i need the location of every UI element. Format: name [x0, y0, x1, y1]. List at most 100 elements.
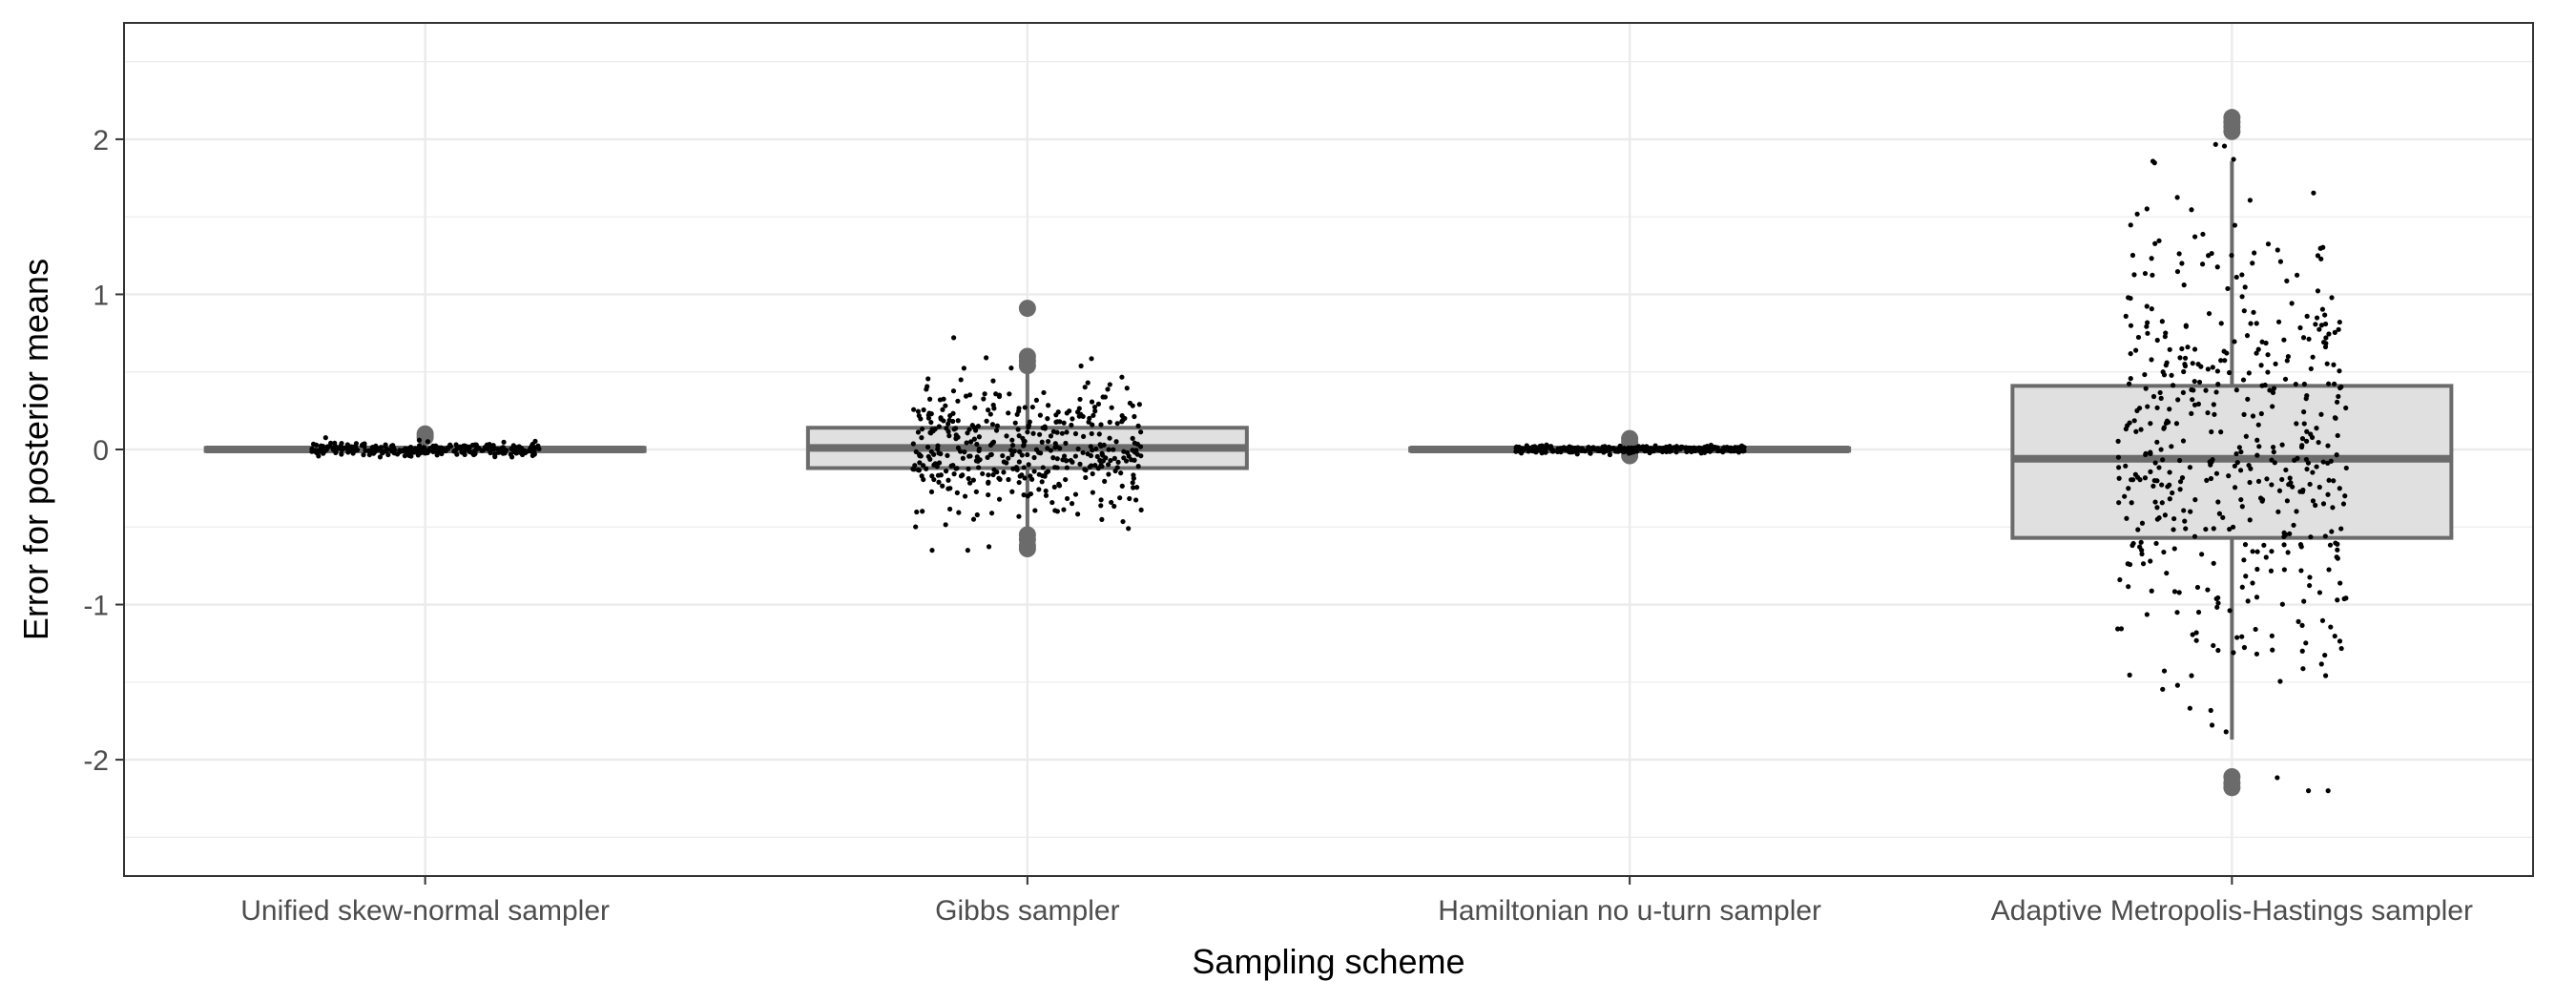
- sample-point: [981, 396, 987, 402]
- sample-point: [1015, 427, 1021, 432]
- sample-point: [348, 444, 354, 449]
- outlier-point: [2223, 122, 2241, 140]
- sample-point: [2253, 626, 2258, 633]
- sample-point: [2242, 284, 2248, 290]
- sample-point: [963, 393, 969, 399]
- sample-point: [986, 472, 991, 478]
- sample-point: [960, 455, 966, 461]
- sample-point: [2222, 358, 2228, 364]
- sample-point: [986, 479, 991, 485]
- sample-point: [2314, 426, 2319, 431]
- sample-point: [2326, 331, 2332, 337]
- sample-point: [2210, 365, 2215, 370]
- sample-point: [2231, 157, 2236, 162]
- sample-point: [1107, 382, 1112, 387]
- sample-point: [1006, 455, 1011, 461]
- sample-point: [982, 391, 987, 397]
- sample-point: [2306, 336, 2312, 342]
- sample-point: [2116, 475, 2122, 481]
- sample-point: [2254, 321, 2259, 326]
- sample-point: [924, 444, 931, 450]
- sample-point: [2232, 339, 2237, 344]
- sample-point: [2259, 339, 2265, 344]
- x-tick-label: Hamiltonian no u-turn sampler: [1438, 895, 1821, 927]
- sample-point: [2149, 306, 2154, 312]
- sample-point: [1072, 491, 1079, 497]
- sample-point: [2170, 383, 2176, 388]
- sample-point: [2180, 389, 2186, 395]
- sample-point: [2243, 574, 2249, 579]
- sample-point: [1077, 396, 1083, 403]
- sample-point: [425, 448, 430, 453]
- sample-point: [2128, 376, 2133, 382]
- sample-point: [1072, 430, 1079, 437]
- sample-point: [984, 355, 989, 361]
- sample-point: [1123, 458, 1130, 464]
- sample-point: [2314, 315, 2320, 321]
- sample-point: [1077, 461, 1083, 467]
- sample-point: [1021, 465, 1027, 470]
- sample-point: [2131, 272, 2137, 278]
- sample-point: [2310, 470, 2316, 475]
- sample-point: [1009, 489, 1015, 494]
- sample-point: [1091, 412, 1096, 418]
- sample-point: [1057, 419, 1063, 425]
- sample-point: [1057, 446, 1063, 451]
- sample-point: [1090, 490, 1095, 495]
- sample-point: [1038, 450, 1044, 456]
- sample-point: [370, 450, 377, 456]
- sample-point: [915, 429, 922, 435]
- sample-point: [2273, 361, 2278, 366]
- sample-point: [2118, 626, 2125, 632]
- sample-point: [924, 466, 929, 471]
- sample-point: [2288, 480, 2294, 486]
- sample-point: [1000, 452, 1006, 459]
- sample-point: [2152, 240, 2158, 246]
- sample-point: [487, 441, 492, 448]
- sample-point: [2271, 449, 2276, 455]
- sample-point: [931, 451, 937, 457]
- sample-point: [1130, 403, 1135, 408]
- sample-point: [974, 441, 980, 448]
- sample-point: [912, 463, 918, 469]
- sample-point: [2215, 600, 2221, 606]
- sample-point: [1040, 425, 1046, 430]
- sample-point: [1124, 386, 1130, 391]
- sample-point: [1009, 437, 1015, 443]
- sample-point: [1031, 469, 1037, 474]
- sample-point: [1021, 438, 1027, 445]
- y-tick-label: -2: [83, 745, 109, 777]
- sample-point: [2198, 364, 2204, 369]
- sample-point: [2258, 363, 2264, 368]
- sample-point: [530, 441, 535, 448]
- sample-point: [2192, 346, 2198, 352]
- sample-point: [2232, 463, 2237, 469]
- sample-point: [2171, 515, 2177, 522]
- sample-point: [2139, 520, 2146, 526]
- sample-point: [2334, 452, 2339, 458]
- sample-point: [1089, 356, 1094, 362]
- sample-point: [383, 442, 388, 448]
- sample-point: [2245, 598, 2251, 604]
- sample-point: [1078, 363, 1084, 369]
- sample-point: [2291, 522, 2296, 528]
- sample-point: [1088, 444, 1093, 449]
- sample-point: [990, 378, 996, 384]
- sample-point: [1604, 447, 1610, 452]
- sample-point: [2154, 405, 2160, 410]
- sample-point: [2337, 486, 2342, 491]
- sample-point: [1135, 423, 1141, 428]
- sample-point: [2218, 321, 2224, 326]
- sample-point: [2183, 324, 2189, 329]
- sample-point: [925, 376, 931, 382]
- sample-point: [2229, 252, 2234, 259]
- sample-point: [943, 403, 948, 408]
- sample-point: [532, 445, 538, 450]
- sample-point: [2246, 462, 2252, 469]
- sample-point: [432, 448, 438, 454]
- sample-point: [345, 448, 351, 454]
- sample-point: [2294, 509, 2299, 514]
- sample-point: [1134, 451, 1140, 457]
- sample-point: [2245, 396, 2251, 402]
- sample-point: [2254, 437, 2260, 443]
